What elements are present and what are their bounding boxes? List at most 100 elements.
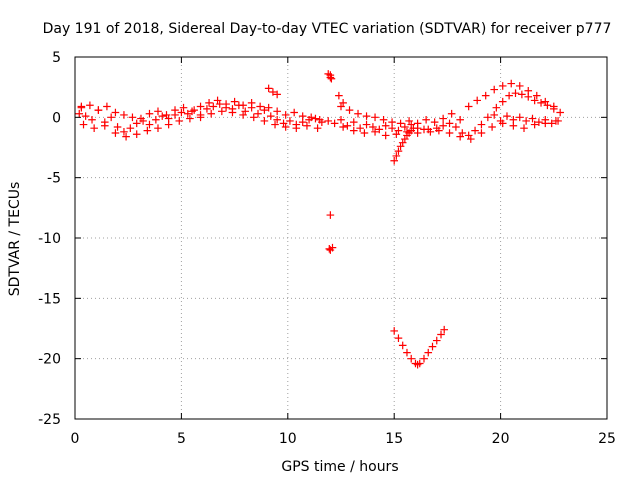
data-point [530, 120, 539, 129]
data-point [273, 90, 281, 99]
data-point [445, 129, 454, 137]
data-point [515, 82, 524, 90]
data-point [292, 124, 301, 132]
data-point [552, 117, 560, 125]
data-point [120, 128, 128, 136]
y-tick-label: -20 [38, 352, 61, 368]
data-point [492, 103, 501, 112]
data-point [481, 91, 490, 100]
data-point [354, 109, 362, 118]
axis-ticks: 0 5 10 15 20 25 -25 -20 -15 -10 -5 0 5 [38, 50, 616, 447]
data-point [269, 88, 277, 96]
data-point [405, 117, 413, 125]
data-point [360, 129, 369, 137]
data-point [477, 120, 486, 129]
data-point [205, 99, 213, 107]
data-point [88, 115, 96, 124]
data-point [183, 109, 192, 118]
data-point [424, 348, 433, 357]
x-axis-title: GPS time / hours [281, 459, 398, 475]
data-point [371, 113, 379, 122]
data-point [247, 99, 256, 107]
data-point [154, 107, 162, 116]
data-point [260, 106, 269, 114]
data-point [388, 124, 396, 132]
data-point [128, 113, 137, 122]
data-point [111, 129, 120, 137]
data-markers [75, 70, 564, 369]
data-point [266, 112, 275, 120]
data-point [407, 354, 416, 363]
y-tick-label: -15 [38, 291, 61, 307]
series-lower-band [79, 107, 560, 143]
data-point [484, 113, 492, 122]
series-arc-20-22 [492, 89, 564, 117]
data-point [290, 108, 298, 117]
data-point [239, 111, 247, 119]
data-point [179, 103, 188, 112]
y-tick-label: -25 [38, 412, 61, 428]
data-point [381, 131, 390, 140]
data-point [381, 121, 390, 130]
data-point [509, 115, 518, 124]
data-point [273, 115, 281, 124]
data-point [81, 112, 90, 120]
data-point [196, 113, 205, 122]
data-point [394, 147, 403, 155]
data-point [522, 117, 530, 125]
data-point [339, 99, 347, 107]
data-point [90, 124, 98, 132]
data-point [107, 113, 115, 122]
data-point [505, 91, 513, 100]
data-point [264, 84, 273, 93]
data-point [330, 119, 339, 128]
data-point [254, 109, 262, 118]
data-point [409, 124, 418, 132]
x-tick-label: 20 [492, 431, 510, 447]
data-point [273, 107, 281, 116]
x-tick-label: 15 [385, 431, 403, 447]
data-point [467, 135, 475, 143]
data-point [420, 354, 428, 363]
data-point [256, 102, 264, 111]
data-point [464, 102, 473, 111]
data-point [413, 129, 422, 137]
data-point [477, 129, 486, 137]
data-point [369, 123, 377, 131]
x-tick-label: 10 [279, 431, 297, 447]
data-point [103, 102, 111, 111]
data-point [435, 126, 443, 135]
data-point [239, 101, 247, 110]
data-point [456, 132, 464, 141]
data-point [388, 118, 396, 126]
data-point [313, 124, 322, 132]
data-point [327, 74, 336, 83]
series-v-shape [390, 325, 449, 369]
data-point [86, 101, 94, 110]
data-point [556, 108, 564, 117]
data-point [143, 126, 152, 135]
data-point [401, 123, 409, 131]
y-tick-label: -5 [47, 171, 61, 187]
data-point [498, 82, 507, 90]
data-point [403, 348, 411, 357]
data-point [260, 117, 269, 125]
data-point [249, 113, 258, 122]
data-point [209, 102, 218, 111]
data-point [188, 107, 196, 116]
data-point [488, 123, 496, 131]
data-point [439, 114, 447, 123]
data-point [447, 109, 456, 118]
data-point [307, 113, 316, 122]
data-point [137, 114, 145, 123]
chart-title: Day 191 of 2018, Sidereal Day-to-day VTE… [43, 21, 612, 37]
data-point [515, 113, 524, 122]
data-point [298, 112, 307, 120]
data-point [281, 123, 290, 131]
y-tick-label: 5 [52, 50, 61, 66]
data-point [430, 118, 439, 126]
data-point [120, 111, 128, 119]
data-point [222, 100, 230, 108]
x-tick-label: 25 [598, 431, 616, 447]
